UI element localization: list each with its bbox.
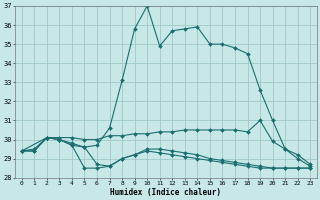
X-axis label: Humidex (Indice chaleur): Humidex (Indice chaleur) <box>110 188 221 197</box>
